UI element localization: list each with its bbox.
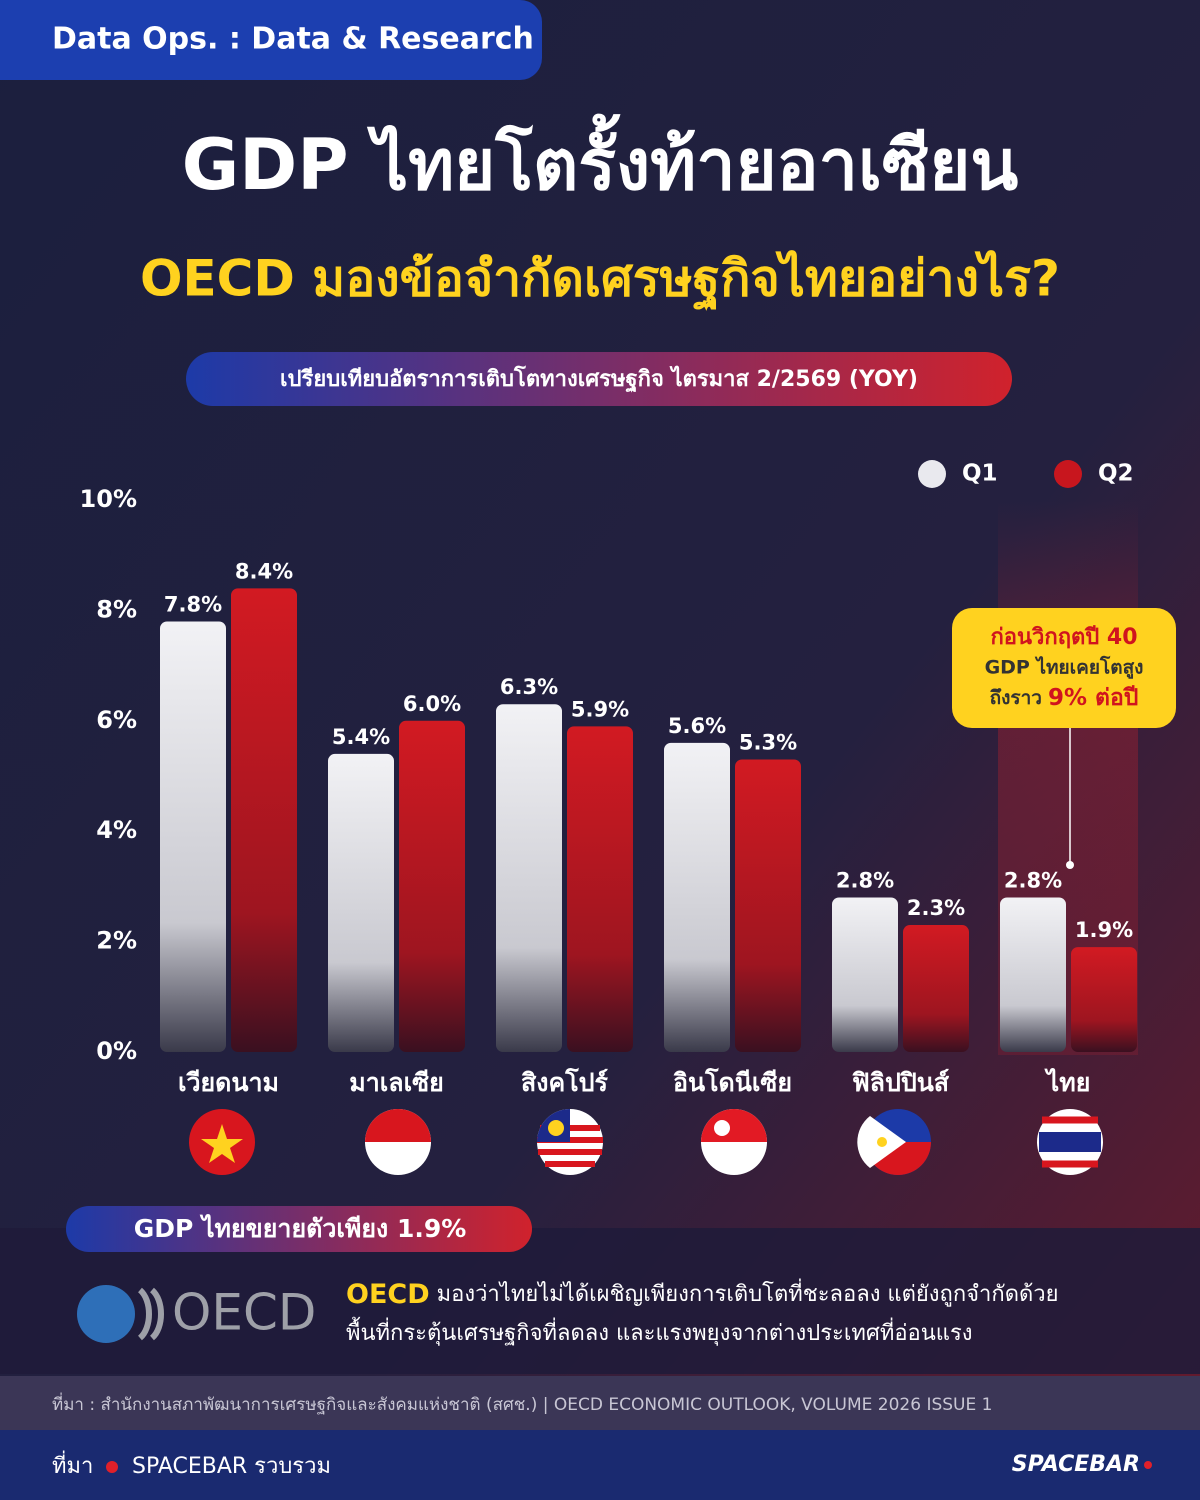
- x-tick-label: เวียดนาม: [178, 1068, 279, 1097]
- bar: [1000, 897, 1066, 1052]
- legend-marker: [918, 460, 946, 488]
- x-tick-label: อินโดนีเซีย: [673, 1067, 792, 1097]
- credit: SPACEBAR รวบรวม: [132, 1454, 331, 1479]
- annotation-text: ถึงราว: [990, 687, 1042, 709]
- oecd-mark: [137, 1287, 164, 1341]
- y-tick-label: 6%: [96, 706, 137, 734]
- value-label: 6.3%: [500, 675, 558, 699]
- oecd-logo: OECD: [172, 1284, 316, 1342]
- value-label: 8.4%: [235, 559, 293, 583]
- value-label: 5.3%: [739, 730, 797, 754]
- bar: [496, 704, 562, 1052]
- value-label: 2.8%: [1004, 868, 1062, 892]
- annotation-line1: ก่อนวิกฤตปี 40: [990, 625, 1137, 650]
- y-tick-label: 4%: [96, 816, 137, 844]
- tag-bg: [0, 0, 542, 80]
- summary-lead: OECD: [346, 1279, 430, 1310]
- annotation-line3: ถึงราว 9% ต่อปี: [990, 685, 1139, 711]
- tag: Data Ops. : Data & Research: [52, 22, 534, 57]
- bar: [399, 720, 465, 1052]
- chart-title: เปรียบเทียบอัตราการเติบโตทางเศรษฐกิจ ไตร…: [280, 365, 918, 393]
- badge-bg: [66, 1206, 532, 1252]
- brand: SPACEBAR: [1012, 1452, 1140, 1477]
- bar: [664, 742, 730, 1052]
- value-label: 5.9%: [571, 697, 629, 721]
- footer-bg: [0, 1430, 1200, 1500]
- bar: [328, 753, 394, 1052]
- bar: [735, 759, 801, 1052]
- y-tick-label: 0%: [96, 1037, 137, 1065]
- value-label: 7.8%: [164, 592, 222, 616]
- summary-bg: [0, 1228, 1200, 1374]
- x-tick-label: สิงคโปร์: [521, 1067, 608, 1097]
- value-label: 1.9%: [1075, 918, 1133, 942]
- summary-line1: OECD มองว่าไทยไม่ได้เผชิญเพียงการเติบโตท…: [346, 1278, 1059, 1310]
- title: GDP ไทยโตรั้งท้ายอาเซียน: [182, 113, 1019, 206]
- oecd-globe: [77, 1285, 135, 1343]
- credit-label: ที่มา: [52, 1450, 93, 1479]
- x-tick-label: ฟิลิปปินส์: [852, 1068, 950, 1097]
- bar: [160, 621, 226, 1052]
- annotation-highlight: 9% ต่อปี: [1048, 685, 1138, 711]
- bar: [903, 925, 969, 1052]
- x-tick-label: มาเลเซีย: [349, 1068, 444, 1097]
- legend-label: Q2: [1098, 461, 1134, 487]
- value-label: 5.6%: [668, 714, 726, 738]
- flags: [189, 1109, 1103, 1175]
- annotation-dot: [1066, 861, 1074, 869]
- dot: [106, 1461, 118, 1473]
- y-tick-label: 10%: [80, 485, 137, 513]
- chart-title-bg: [186, 352, 1012, 406]
- bar: [1071, 947, 1137, 1052]
- value-label: 5.4%: [332, 725, 390, 749]
- annotation-box: [952, 608, 1176, 728]
- summary-text: มองว่าไทยไม่ได้เผชิญเพียงการเติบโตที่ชะล…: [430, 1278, 1059, 1307]
- annotation-line2: GDP ไทยเคยโตสูง: [985, 656, 1144, 680]
- y-tick-label: 8%: [96, 595, 137, 623]
- subtitle: OECD มองข้อจำกัดเศรษฐกิจไทยอย่างไร?: [140, 250, 1060, 311]
- value-label: 6.0%: [403, 692, 461, 716]
- legend-marker: [1054, 460, 1082, 488]
- bar: [567, 726, 633, 1052]
- bar: [832, 897, 898, 1052]
- x-tick-label: ไทย: [1044, 1067, 1091, 1097]
- badge: GDP ไทยขยายตัวเพียง 1.9%: [134, 1213, 467, 1243]
- value-label: 2.8%: [836, 868, 894, 892]
- value-label: 2.3%: [907, 896, 965, 920]
- brand-dot: [1144, 1461, 1152, 1469]
- y-tick-label: 2%: [96, 927, 137, 955]
- summary-line2: พื้นที่กระตุ้นเศรษฐกิจที่ลดลง และแรงพยุง…: [346, 1317, 973, 1346]
- legend-label: Q1: [962, 461, 998, 487]
- source-bg: [0, 1376, 1200, 1430]
- plot: 0% 2% 4% 6% 8% 10% 7.8% 8.4% เวียดนาม 5.4% 6.0% มาเ…: [80, 460, 1176, 1097]
- bar: [231, 588, 297, 1052]
- source: ที่มา : สำนักงานสภาพัฒนาการเศรษฐกิจและสั…: [52, 1392, 992, 1415]
